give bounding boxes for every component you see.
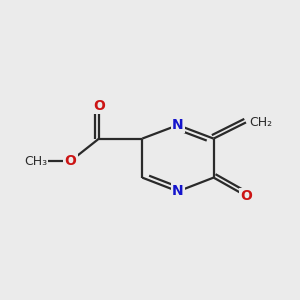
- Text: N: N: [172, 184, 184, 198]
- Text: O: O: [64, 154, 76, 168]
- Text: O: O: [240, 189, 252, 203]
- Text: O: O: [93, 99, 105, 112]
- Text: CH₃: CH₃: [24, 154, 47, 168]
- Text: CH₂: CH₂: [250, 116, 273, 129]
- Text: N: N: [172, 118, 184, 132]
